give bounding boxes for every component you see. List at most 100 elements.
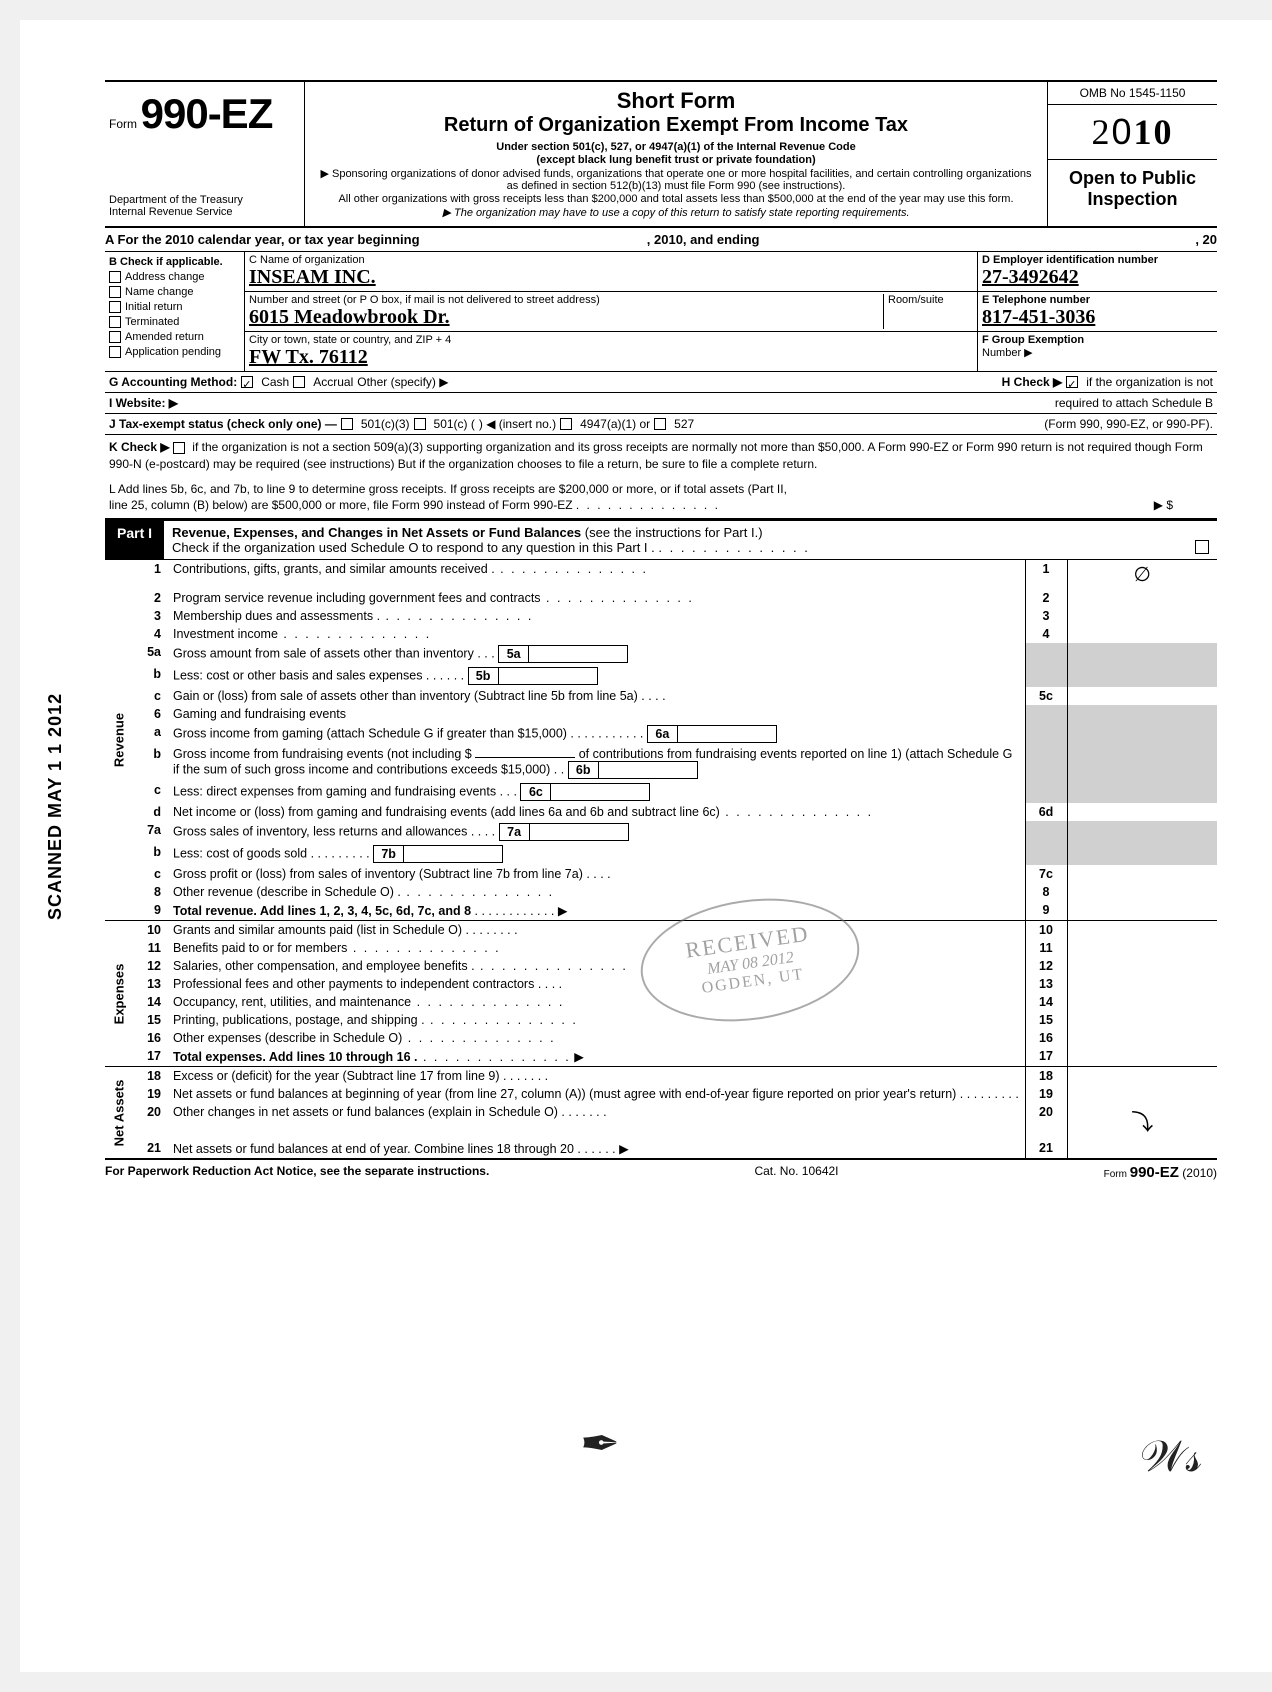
chk-pending[interactable]: Application pending — [109, 346, 240, 358]
row7c-amt[interactable] — [1067, 865, 1217, 883]
row6d-box: 6d — [1025, 803, 1067, 821]
footer-mid: Cat. No. 10642I — [754, 1164, 838, 1181]
row11-amt[interactable] — [1067, 939, 1217, 957]
row6b-num: b — [133, 745, 169, 781]
form-prefix: Form — [109, 117, 137, 131]
row5b-iamt[interactable] — [498, 667, 598, 685]
chk-cash[interactable] — [241, 376, 253, 388]
row6a-iamt[interactable] — [677, 725, 777, 743]
chk-527[interactable] — [654, 418, 666, 430]
city-label: City or town, state or country, and ZIP … — [249, 334, 973, 346]
row1-amt[interactable]: ∅ — [1067, 560, 1217, 589]
chk-label-0: Address change — [125, 271, 205, 283]
chk-accrual[interactable] — [293, 376, 305, 388]
section-a: A For the 2010 calendar year, or tax yea… — [105, 228, 1217, 252]
f-label: F Group Exemption — [982, 334, 1084, 346]
chk-h[interactable] — [1066, 376, 1078, 388]
row12-amt[interactable] — [1067, 957, 1217, 975]
chk-amended[interactable]: Amended return — [109, 331, 240, 343]
row3-desc: Membership dues and assessments . — [173, 609, 380, 623]
h-text3: (Form 990, 990-EZ, or 990-PF). — [1044, 417, 1213, 431]
row11-num: 11 — [133, 939, 169, 957]
chk-501c[interactable] — [414, 418, 426, 430]
row8-desc: Other revenue (describe in Schedule O) . — [173, 885, 401, 899]
row5a-iamt[interactable] — [528, 645, 628, 663]
row7b-iamt[interactable] — [403, 845, 503, 863]
chk-k[interactable] — [173, 442, 185, 454]
row14-box: 14 — [1025, 993, 1067, 1011]
row9-amt[interactable] — [1067, 901, 1217, 921]
row5c-amt[interactable] — [1067, 687, 1217, 705]
row3-box: 3 — [1025, 607, 1067, 625]
j-o3: 4947(a)(1) or — [580, 417, 650, 431]
row14-num: 14 — [133, 993, 169, 1011]
part1-title: Revenue, Expenses, and Changes in Net As… — [164, 521, 1217, 559]
right-box: OMB No 1545-1150 2010 Open to Public Ins… — [1047, 82, 1217, 226]
part1-checkbox[interactable] — [1195, 540, 1209, 554]
h-text2: required to attach Schedule B — [1055, 396, 1213, 410]
row3-amt[interactable] — [1067, 607, 1217, 625]
omb-number: OMB No 1545-1150 — [1048, 82, 1217, 105]
row2-amt[interactable] — [1067, 589, 1217, 607]
line-g-h: G Accounting Method: Cash Accrual Other … — [105, 372, 1217, 393]
side-netassets: Net Assets — [105, 1067, 133, 1159]
row7c-num: c — [133, 865, 169, 883]
section-a-text3: , 20 — [1017, 232, 1217, 247]
row13-amt[interactable] — [1067, 975, 1217, 993]
row4-box: 4 — [1025, 625, 1067, 643]
j-label: J Tax-exempt status (check only one) — — [109, 417, 337, 431]
row5c-num: c — [133, 687, 169, 705]
form-header: Form 990-EZ Department of the Treasury I… — [105, 80, 1217, 228]
row5b-desc: Less: cost or other basis and sales expe… — [173, 668, 429, 682]
inspection-text: Inspection — [1050, 189, 1215, 210]
chk-address-change[interactable]: Address change — [109, 271, 240, 283]
row4-amt[interactable] — [1067, 625, 1217, 643]
row18-amt[interactable] — [1067, 1067, 1217, 1086]
i-label: I Website: ▶ — [109, 396, 178, 410]
row21-desc: Net assets or fund balances at end of ye… — [173, 1142, 574, 1156]
row7a-iamt[interactable] — [529, 823, 629, 841]
row15-amt[interactable] — [1067, 1011, 1217, 1029]
row17-amt[interactable] — [1067, 1047, 1217, 1067]
row6d-amt[interactable] — [1067, 803, 1217, 821]
row2-num: 2 — [133, 589, 169, 607]
k-label: K Check ▶ — [109, 440, 170, 454]
footer-left: For Paperwork Reduction Act Notice, see … — [105, 1164, 489, 1181]
chk-initial-return[interactable]: Initial return — [109, 301, 240, 313]
row20-num: 20 — [133, 1103, 169, 1139]
part1-label: Part I — [105, 521, 164, 559]
row20-amt[interactable]: ⤵ — [1067, 1103, 1217, 1139]
row15-desc: Printing, publications, postage, and shi… — [173, 1013, 425, 1027]
row3-num: 3 — [133, 607, 169, 625]
row7b-ibox: 7b — [373, 845, 403, 863]
line-j: J Tax-exempt status (check only one) — 5… — [105, 414, 1217, 435]
chk-501c3[interactable] — [341, 418, 353, 430]
row8-amt[interactable] — [1067, 883, 1217, 901]
row21-num: 21 — [133, 1139, 169, 1158]
row10-amt[interactable] — [1067, 921, 1217, 940]
row17-num: 17 — [133, 1047, 169, 1067]
row5a-num: 5a — [133, 643, 169, 665]
org-name-value: INSEAM INC. — [249, 266, 973, 289]
phone-value: 817-451-3036 — [982, 306, 1213, 329]
row6c-iamt[interactable] — [550, 783, 650, 801]
row21-amt[interactable] — [1067, 1139, 1217, 1158]
e-label: E Telephone number — [982, 294, 1090, 306]
row11-box: 11 — [1025, 939, 1067, 957]
row19-amt[interactable] — [1067, 1085, 1217, 1103]
title-sub2: (except black lung benefit trust or priv… — [536, 154, 815, 166]
row16-box: 16 — [1025, 1029, 1067, 1047]
chk-terminated[interactable]: Terminated — [109, 316, 240, 328]
scanned-stamp-text: SCANNED MAY 1 1 2012 — [45, 693, 66, 920]
title-main: Return of Organization Exempt From Incom… — [315, 114, 1037, 137]
part1-header: Part I Revenue, Expenses, and Changes in… — [105, 519, 1217, 560]
row16-amt[interactable] — [1067, 1029, 1217, 1047]
row14-amt[interactable] — [1067, 993, 1217, 1011]
f-label2: Number ▶ — [982, 347, 1033, 359]
chk-4947[interactable] — [560, 418, 572, 430]
row6b-iamt[interactable] — [598, 761, 698, 779]
h-label: H Check ▶ — [1002, 375, 1063, 389]
row17-desc: Total expenses. Add lines 10 through 16 … — [173, 1050, 418, 1064]
row18-box: 18 — [1025, 1067, 1067, 1086]
chk-name-change[interactable]: Name change — [109, 286, 240, 298]
